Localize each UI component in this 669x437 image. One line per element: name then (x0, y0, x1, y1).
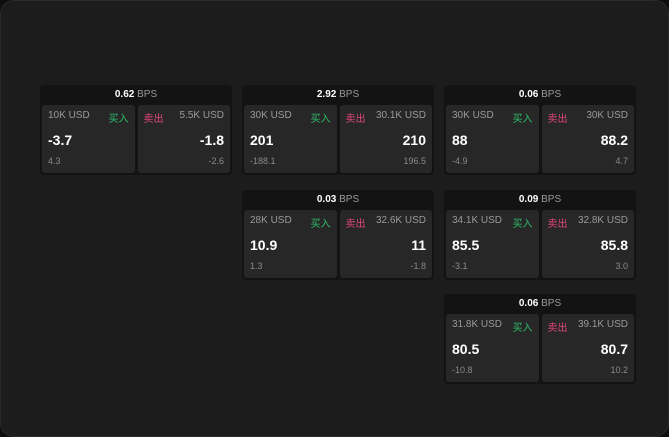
bid-price: 201 (250, 132, 274, 148)
bid-size: 30K USD (452, 110, 494, 121)
spread-value: 0.03 (316, 194, 337, 205)
sell-panel[interactable]: 卖出 32.6K USD 11 -1.8 (339, 210, 432, 278)
sell-label: 卖出 (547, 114, 568, 125)
ask-change: -2.6 (208, 156, 224, 166)
spread-unit: BPS (339, 194, 360, 205)
bid-change: -3.1 (452, 261, 468, 271)
ask-change: 10.2 (610, 365, 628, 375)
bid-change: 4.3 (48, 156, 61, 166)
spread-value: 0.62 (114, 89, 135, 100)
spread-header: 0.09 BPS (444, 190, 636, 210)
bid-price: -3.7 (48, 132, 73, 148)
sell-panel[interactable]: 卖出 5.5K USD -1.8 -2.6 (137, 105, 230, 173)
bid-change: -10.8 (452, 365, 473, 375)
buy-label: 买入 (512, 219, 533, 230)
buy-panel[interactable]: 30K USD 买入 201 -188.1 (244, 105, 337, 173)
spread-header: 0.03 BPS (242, 190, 434, 210)
buy-label: 买入 (512, 114, 533, 125)
ask-price: -1.8 (199, 132, 224, 148)
quote-card: 0.06 BPS 30K USD 买入 88 -4.9 卖出 30K USD 88.… (444, 85, 636, 175)
bid-price: 80.5 (452, 341, 480, 357)
quote-card: 0.62 BPS 10K USD 买入 -3.7 4.3 卖出 5.5K USD -… (40, 85, 232, 175)
sell-label: 卖出 (143, 114, 164, 125)
sell-label: 卖出 (547, 219, 568, 230)
bid-price: 88 (452, 132, 468, 148)
sell-panel[interactable]: 卖出 39.1K USD 80.7 10.2 (541, 314, 634, 382)
ask-size: 5.5K USD (179, 110, 224, 121)
spread-unit: BPS (137, 89, 158, 100)
spread-header: 2.92 BPS (242, 85, 434, 105)
ask-price: 11 (411, 237, 426, 253)
buy-panel[interactable]: 34.1K USD 买入 85.5 -3.1 (446, 210, 539, 278)
spread-value: 2.92 (316, 89, 337, 100)
ask-price: 85.8 (600, 237, 628, 253)
buy-panel[interactable]: 28K USD 买入 10.9 1.3 (244, 210, 337, 278)
bid-size: 28K USD (250, 215, 292, 226)
buy-label: 买入 (108, 114, 129, 125)
spread-header: 0.06 BPS (444, 294, 636, 314)
sell-label: 卖出 (345, 219, 366, 230)
bid-size: 30K USD (250, 110, 292, 121)
ask-change: -1.8 (410, 261, 426, 271)
ask-size: 30.1K USD (375, 110, 426, 121)
ask-change: 4.7 (615, 156, 628, 166)
buy-panel[interactable]: 31.8K USD 买入 80.5 -10.8 (446, 314, 539, 382)
buy-label: 买入 (310, 219, 331, 230)
bid-change: 1.3 (250, 261, 263, 271)
quote-card: 0.03 BPS 28K USD 买入 10.9 1.3 卖出 32.6K USD … (242, 190, 434, 280)
bid-change: -188.1 (250, 156, 276, 166)
sell-panel[interactable]: 卖出 30K USD 88.2 4.7 (541, 105, 634, 173)
buy-panel[interactable]: 10K USD 买入 -3.7 4.3 (42, 105, 135, 173)
bid-size: 34.1K USD (452, 215, 503, 226)
bid-size: 31.8K USD (452, 319, 503, 330)
ask-size: 32.8K USD (577, 215, 628, 226)
sell-label: 卖出 (547, 323, 568, 334)
bid-price: 85.5 (452, 237, 480, 253)
quote-card: 0.09 BPS 34.1K USD 买入 85.5 -3.1 卖出 32.8K U… (444, 190, 636, 280)
sell-label: 卖出 (345, 114, 366, 125)
spread-unit: BPS (541, 194, 562, 205)
ask-size: 39.1K USD (577, 319, 628, 330)
spread-header: 0.06 BPS (444, 85, 636, 105)
ask-size: 32.6K USD (375, 215, 426, 226)
spread-header: 0.62 BPS (40, 85, 232, 105)
ask-price: 210 (402, 132, 426, 148)
quote-card: 2.92 BPS 30K USD 买入 201 -188.1 卖出 30.1K US… (242, 85, 434, 175)
bid-price: 10.9 (250, 237, 278, 253)
spread-value: 0.06 (518, 298, 539, 309)
quote-card: 0.06 BPS 31.8K USD 买入 80.5 -10.8 卖出 39.1K … (444, 294, 636, 384)
ask-size: 30K USD (586, 110, 628, 121)
spread-value: 0.09 (518, 194, 539, 205)
ask-change: 3.0 (615, 261, 628, 271)
buy-panel[interactable]: 30K USD 买入 88 -4.9 (446, 105, 539, 173)
sell-panel[interactable]: 卖出 30.1K USD 210 196.5 (339, 105, 432, 173)
ask-price: 88.2 (600, 132, 628, 148)
spread-unit: BPS (339, 89, 360, 100)
bid-change: -4.9 (452, 156, 468, 166)
ask-change: 196.5 (403, 156, 426, 166)
bid-size: 10K USD (48, 110, 90, 121)
sell-panel[interactable]: 卖出 32.8K USD 85.8 3.0 (541, 210, 634, 278)
spread-unit: BPS (541, 298, 562, 309)
buy-label: 买入 (310, 114, 331, 125)
spread-unit: BPS (541, 89, 562, 100)
ask-price: 80.7 (600, 341, 628, 357)
buy-label: 买入 (512, 323, 533, 334)
spread-value: 0.06 (518, 89, 539, 100)
